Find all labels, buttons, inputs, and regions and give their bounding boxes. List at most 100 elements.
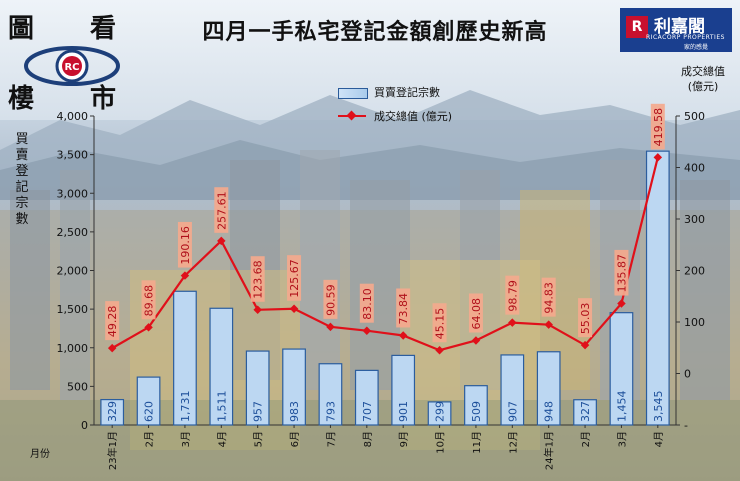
line-point [471,336,481,345]
line-value-label: 190.16 [179,226,192,265]
bar-value-label: 329 [106,401,119,422]
line-series-total-value [111,157,659,352]
line-label-box [359,283,374,323]
y-left-tick-label: 1,500 [57,303,89,316]
bar-value-label: 907 [506,401,519,422]
y-right-tick-label: 100 [684,316,705,329]
legend-bar-label: 買賣登記宗數 [374,86,440,99]
line-label-box [287,255,302,301]
logo-char-3: 樓 [8,84,35,114]
line-value-label: 419.58 [652,108,665,147]
x-tick-label: 4月 [653,431,665,447]
line-point [580,340,590,350]
x-tick-label: 4月 [216,431,228,447]
y-right-tick-label: 400 [684,162,705,175]
chart-title: 四月一手私宅登記金額創歷史新高 [202,19,548,45]
x-tick-label: 23年1月 [106,431,119,470]
line-value-label: 135.87 [615,254,628,293]
x-tick-label: 5月 [253,431,265,447]
line-value-label: 98.79 [506,280,519,312]
bar-value-label: 620 [143,401,156,422]
line-value-label: 73.84 [397,293,410,325]
line-label-box [396,288,411,328]
bar-value-label: 983 [288,401,301,422]
brand-tagline: 家的感覺 [684,44,709,51]
line-label-box [650,103,665,150]
x-tick-label: 24年1月 [543,431,556,470]
line-point [508,318,517,327]
brand-mark-icon: R [626,16,648,38]
mountain-backdrop [0,90,740,200]
line-point [617,299,626,308]
line-label-box [177,221,192,268]
line-point [544,320,553,329]
line-point [326,322,335,332]
line-value-label: 123.68 [252,260,265,299]
y-axis-right-label-line2: (億元) [687,80,719,93]
brand-logo-left: RC 圖 看 樓 市 [4,4,130,114]
line-label-box [432,303,447,343]
bar-value-label: 1,731 [179,391,192,423]
x-axis-label: 月份 [30,449,50,460]
line-label-box [541,277,556,317]
bar-value-label: 957 [252,401,265,422]
line-value-label: 45.15 [434,308,447,340]
x-tick-label: 7月 [325,431,337,447]
line-point [253,305,262,315]
x-tick-label: 12月 [507,431,519,454]
bar-value-label: 509 [470,401,483,422]
y-right-tick-label: 500 [684,110,705,123]
line-point [144,323,153,332]
line-point [362,326,372,335]
y-left-tick-label: 2,500 [57,226,89,239]
bar-value-label: 901 [397,401,410,422]
x-tick-label: 6月 [289,431,301,447]
line-label-box [141,280,156,320]
line-point [398,331,408,340]
line-label-box [250,256,265,302]
y-right-tick-label: - [684,419,688,432]
line-value-label: 64.08 [470,298,483,330]
line-label-box [468,293,483,333]
line-label-box [214,187,229,233]
line-value-label: 257.61 [215,191,228,230]
line-point [435,346,444,355]
bar-value-label: 299 [434,401,447,422]
bar-value-label: 1,511 [215,391,228,423]
line-value-label: 55.03 [579,303,592,335]
bar-value-label: 948 [543,401,556,422]
line-value-label: 89.68 [143,285,156,317]
bar-value-label: 1,454 [615,391,628,423]
y-left-tick-label: 3,500 [57,149,89,162]
line-label-box [505,275,520,315]
y-left-tick-label: 2,000 [57,265,89,278]
x-tick-label: 9月 [398,431,410,447]
logo-char-1: 圖 [8,14,35,44]
brand-sub: RICACORP PROPERTIES [646,34,725,41]
line-value-label: 49.28 [106,306,119,338]
y-left-tick-label: 4,000 [57,110,89,123]
x-tick-label: 2月 [144,431,156,447]
bar-value-label: 327 [579,401,592,422]
line-value-label: 90.59 [324,284,337,316]
y-left-tick-label: 0 [81,419,88,432]
line-value-label: 125.67 [288,259,301,298]
line-label-box [105,301,120,341]
y-left-tick-label: 1,000 [57,342,89,355]
line-point [289,304,299,314]
line-label-box [323,279,338,319]
x-tick-label: 11月 [471,431,483,454]
x-tick-label: 10月 [435,431,447,454]
bar-value-label: 3,545 [652,391,665,423]
sky-background [0,0,740,120]
x-tick-label: 3月 [616,431,628,447]
line-value-label: 83.10 [361,288,374,320]
y-axis-right-label-line1: 成交總值 [681,65,725,78]
line-label-box [614,249,629,296]
brand-name: 利嘉閣 [654,17,705,37]
eye-outline-icon [24,46,120,86]
x-tick-label: 2月 [580,431,592,447]
bar-value-label: 707 [361,401,374,422]
